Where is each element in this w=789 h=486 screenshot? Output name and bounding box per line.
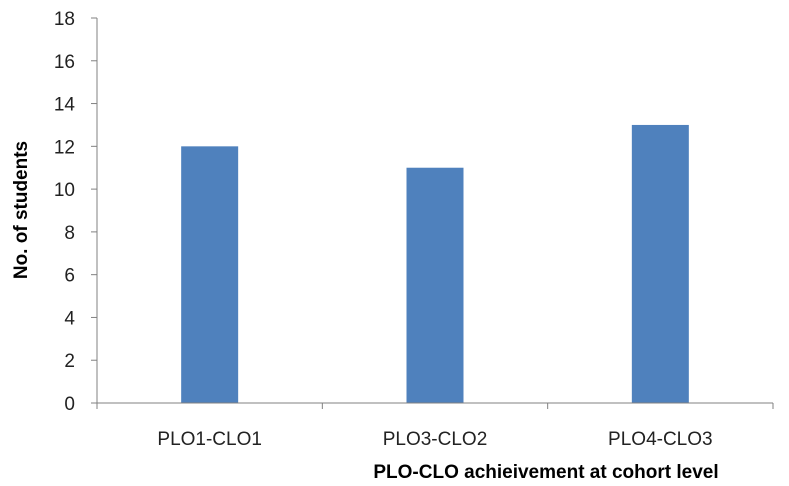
y-tick-label: 14 <box>54 95 76 116</box>
x-tick-label: PLO3-CLO2 <box>383 429 488 450</box>
y-tick-label: 0 <box>64 394 75 415</box>
y-tick-label: 2 <box>64 351 75 372</box>
x-tick-label: PLO4-CLO3 <box>608 429 713 450</box>
y-tick-label: 4 <box>64 308 75 329</box>
x-axis-title: PLO-CLO achieivement at cohort level <box>373 462 718 483</box>
x-axis-ticks: PLO1-CLO1 PLO3-CLO2 PLO4-CLO3 <box>96 403 774 450</box>
y-tick-label: 18 <box>54 9 75 30</box>
y-tick-label: 10 <box>54 180 75 201</box>
y-tick-label: 6 <box>64 266 75 287</box>
y-tick-label: 12 <box>54 137 75 158</box>
y-tick-label: 16 <box>54 52 75 73</box>
bar-plo1-clo1 <box>181 146 239 404</box>
bar-plo4-clo3 <box>631 124 689 403</box>
y-tick-label: 8 <box>64 223 75 244</box>
y-axis-title: No. of students <box>11 141 32 279</box>
y-axis-ticks: 0 2 4 6 8 10 12 14 16 18 <box>54 9 97 415</box>
bar-plo3-clo2 <box>406 167 464 403</box>
bars <box>181 124 689 404</box>
x-tick-label: PLO1-CLO1 <box>157 429 262 450</box>
